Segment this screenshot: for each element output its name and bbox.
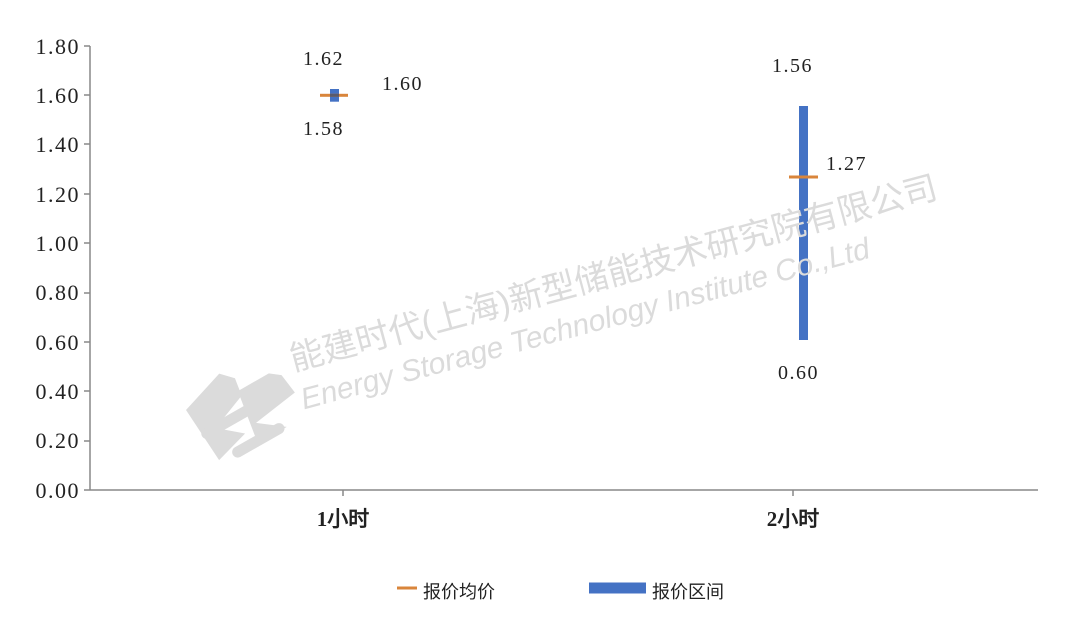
svg-text:能建时代(上海)新型储能技术研究院有限公司: 能建时代(上海)新型储能技术研究院有限公司 xyxy=(286,169,942,379)
